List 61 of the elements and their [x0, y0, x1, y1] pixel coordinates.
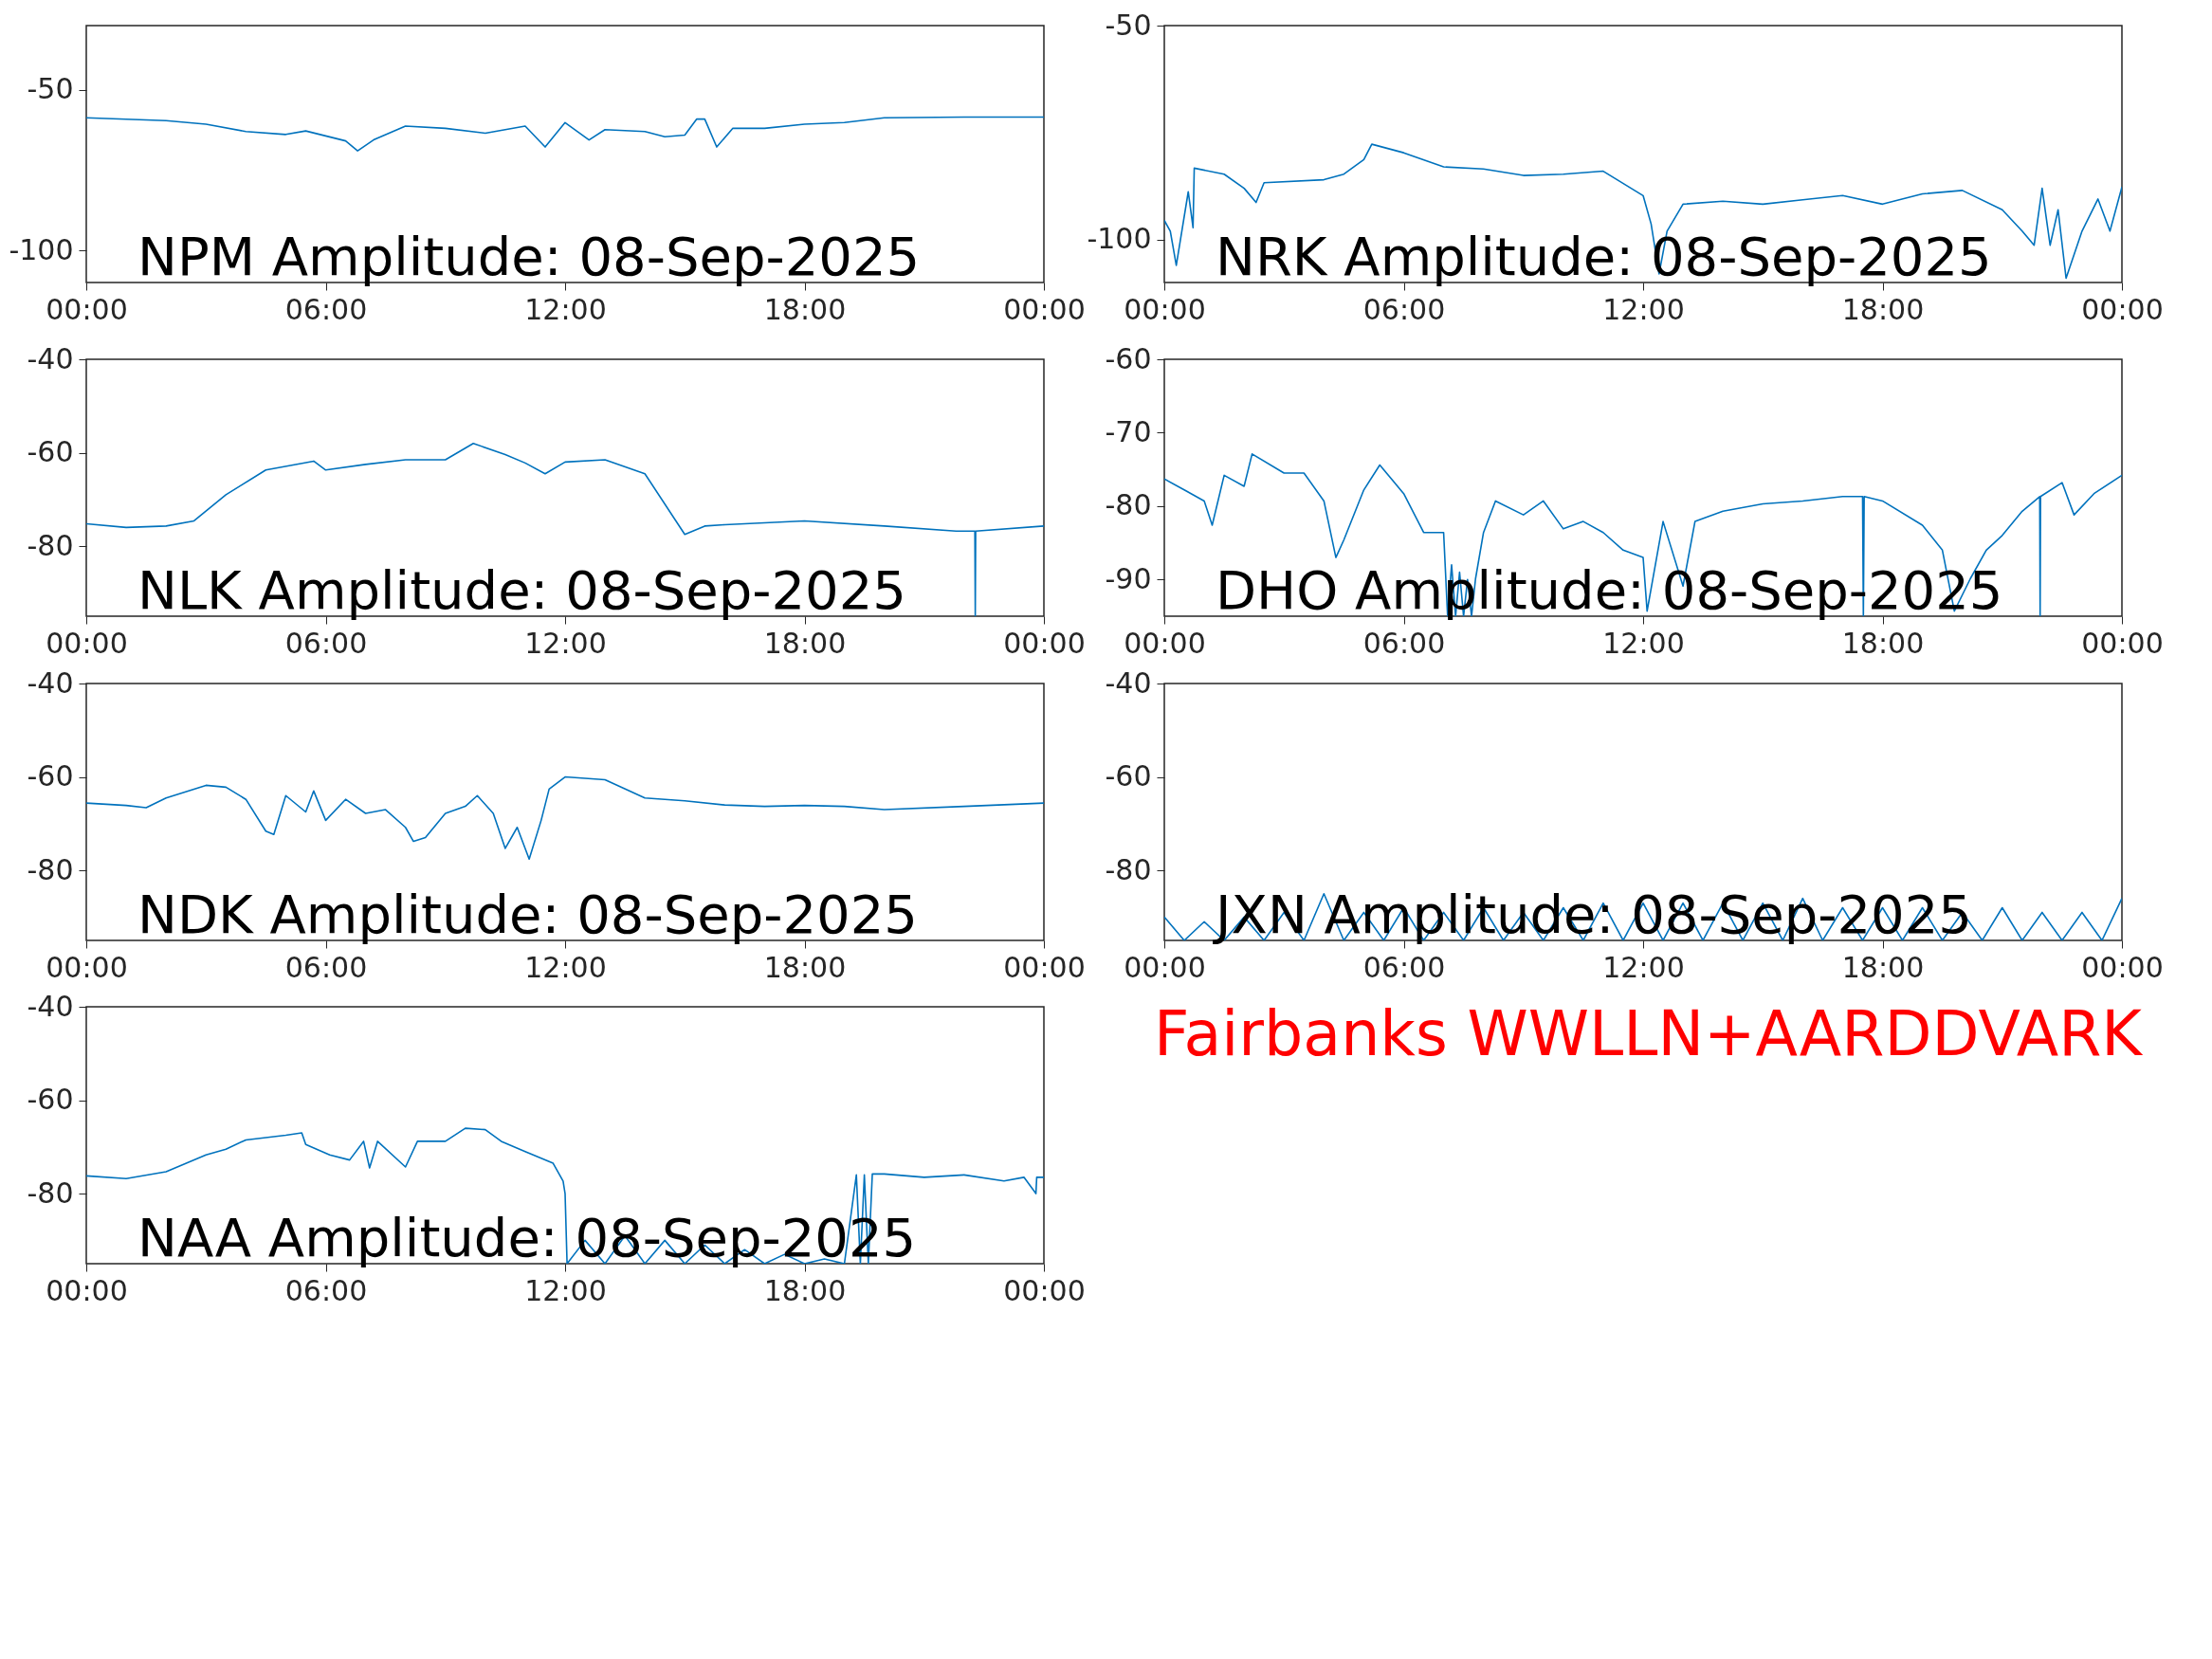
text: NLK Amplitude: 08-Sep-2025	[137, 559, 906, 621]
x-tick-label: 06:00	[284, 950, 368, 984]
x-tick-label: 00:00	[1003, 626, 1086, 660]
x-tick-label: 18:00	[763, 626, 847, 660]
x-tick-label: 12:00	[1602, 292, 1685, 326]
text: Fairbanks WWLLN+AARDDVARK	[1154, 998, 2144, 1069]
y-tick-label: -40	[27, 341, 74, 375]
x-tick-label: 00:00	[1003, 292, 1086, 326]
x-tick-label: 00:00	[1003, 950, 1086, 984]
x-tick-label: 12:00	[524, 950, 607, 984]
x-tick-label: 00:00	[46, 950, 128, 984]
y-tick-label: -50	[27, 72, 74, 106]
y-tick-label: -40	[27, 665, 74, 700]
x-tick-label: 00:00	[46, 626, 128, 660]
x-tick-label: 12:00	[524, 626, 607, 660]
x-tick-label: 06:00	[1362, 950, 1446, 984]
x-tick-label: 00:00	[46, 292, 128, 326]
x-tick-label: 00:00	[1003, 1273, 1086, 1307]
x-tick-label: 12:00	[1602, 626, 1685, 660]
y-tick-label: -70	[1105, 414, 1152, 448]
x-tick-label: 00:00	[1124, 292, 1206, 326]
x-tick-label: 18:00	[1841, 292, 1925, 326]
y-tick-label: -60	[27, 759, 74, 793]
x-tick-label: 12:00	[524, 292, 607, 326]
y-tick-label: -40	[27, 989, 74, 1023]
line-series	[86, 116, 1044, 152]
y-tick-label: -60	[1105, 759, 1152, 793]
y-tick-label: -80	[1105, 488, 1152, 522]
y-tick-label: -80	[1105, 852, 1152, 886]
x-tick-label: 00:00	[46, 1273, 128, 1307]
text: NDK Amplitude: 08-Sep-2025	[137, 884, 918, 945]
y-tick-label: -80	[27, 852, 74, 886]
x-tick-label: 00:00	[2081, 626, 2164, 660]
x-tick-label: 06:00	[284, 1273, 368, 1307]
y-tick-label: -100	[1087, 222, 1152, 256]
y-tick-label: -40	[1105, 665, 1152, 700]
y-tick-label: -60	[27, 1083, 74, 1117]
y-tick-label: -100	[9, 232, 74, 266]
x-tick-label: 00:00	[2081, 292, 2164, 326]
x-tick-label: 00:00	[2081, 950, 2164, 984]
x-tick-label: 18:00	[763, 950, 847, 984]
line-series	[86, 775, 1044, 861]
y-tick-label: -50	[1105, 8, 1152, 42]
x-tick-label: 18:00	[1841, 626, 1925, 660]
x-tick-label: 00:00	[1124, 626, 1206, 660]
x-tick-label: 18:00	[1841, 950, 1925, 984]
y-tick-label: -80	[27, 1176, 74, 1210]
y-tick-label: -60	[27, 435, 74, 469]
y-tick-label: -90	[1105, 561, 1152, 595]
x-tick-label: 06:00	[1362, 292, 1446, 326]
y-tick-label: -60	[1105, 341, 1152, 375]
x-tick-label: 06:00	[284, 292, 368, 326]
x-tick-label: 06:00	[1362, 626, 1446, 660]
x-tick-label: 18:00	[763, 1273, 847, 1307]
text: NPM Amplitude: 08-Sep-2025	[137, 226, 921, 287]
x-tick-label: 12:00	[524, 1273, 607, 1307]
x-tick-label: 18:00	[763, 292, 847, 326]
x-tick-label: 06:00	[284, 626, 368, 660]
x-tick-label: 12:00	[1602, 950, 1685, 984]
x-tick-label: 00:00	[1124, 950, 1206, 984]
y-tick-label: -80	[27, 528, 74, 562]
